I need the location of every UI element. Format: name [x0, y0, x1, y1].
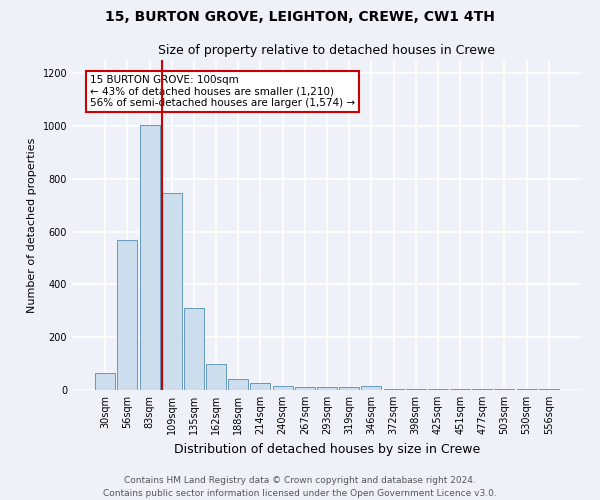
Bar — [539, 388, 559, 390]
Bar — [206, 364, 226, 390]
Bar — [95, 373, 115, 390]
Bar — [494, 388, 514, 390]
Bar — [140, 124, 160, 390]
Bar — [428, 388, 448, 390]
Y-axis label: Number of detached properties: Number of detached properties — [27, 138, 37, 312]
Bar — [517, 388, 536, 390]
Bar — [383, 388, 404, 390]
X-axis label: Distribution of detached houses by size in Crewe: Distribution of detached houses by size … — [174, 442, 480, 456]
Bar — [339, 388, 359, 390]
Bar — [295, 388, 315, 390]
Bar — [272, 386, 293, 390]
Bar — [184, 308, 204, 390]
Bar — [361, 386, 382, 390]
Bar — [228, 380, 248, 390]
Bar — [162, 194, 182, 390]
Bar — [118, 240, 137, 390]
Bar — [406, 388, 426, 390]
Title: Size of property relative to detached houses in Crewe: Size of property relative to detached ho… — [158, 44, 496, 58]
Text: 15 BURTON GROVE: 100sqm
← 43% of detached houses are smaller (1,210)
56% of semi: 15 BURTON GROVE: 100sqm ← 43% of detache… — [90, 75, 355, 108]
Bar — [250, 384, 271, 390]
Text: 15, BURTON GROVE, LEIGHTON, CREWE, CW1 4TH: 15, BURTON GROVE, LEIGHTON, CREWE, CW1 4… — [105, 10, 495, 24]
Text: Contains HM Land Registry data © Crown copyright and database right 2024.
Contai: Contains HM Land Registry data © Crown c… — [103, 476, 497, 498]
Bar — [450, 388, 470, 390]
Bar — [472, 388, 492, 390]
Bar — [317, 388, 337, 390]
